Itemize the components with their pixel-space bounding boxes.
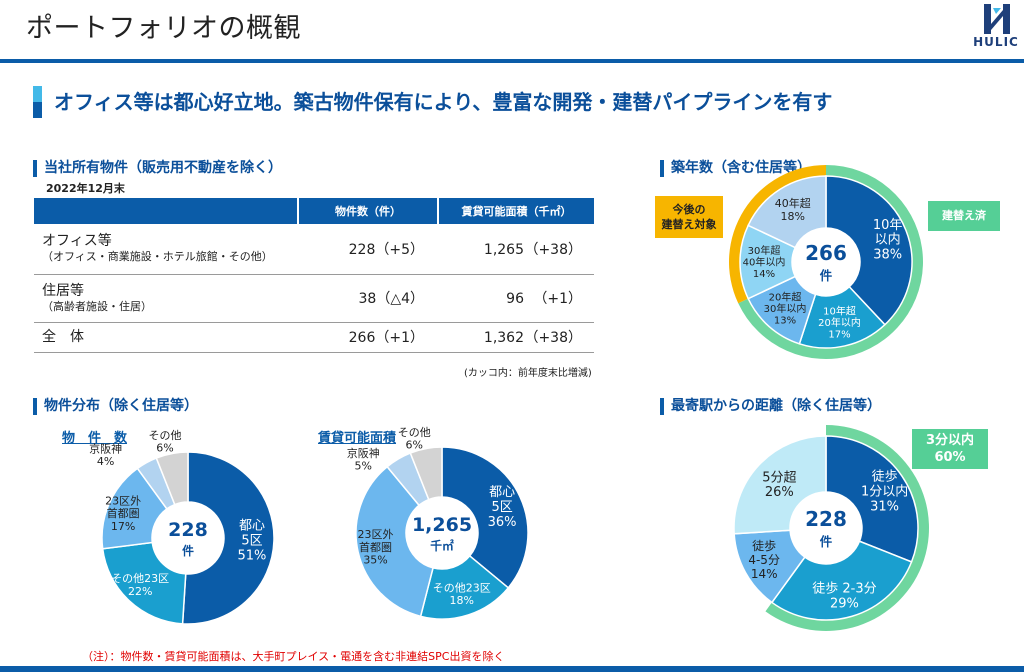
- area-change: （+1）: [533, 291, 582, 307]
- donut-center-unit: 件: [182, 544, 194, 558]
- section-marker: [660, 398, 664, 415]
- count-cell: 228（+5）: [298, 224, 438, 275]
- page-title: ポートフォリオの概観: [26, 13, 301, 44]
- slice-label: 徒歩 2-3分 29%: [812, 581, 876, 611]
- slice-label: 徒歩 4-5分 14%: [748, 538, 780, 581]
- slice-label: 5分超 26%: [762, 470, 796, 500]
- rebuild-target-ring: [729, 165, 826, 304]
- slice-label: 23区外首都圏 35%: [358, 528, 394, 566]
- slice-label: 40年超 18%: [775, 196, 811, 223]
- donut-hole: [152, 502, 224, 574]
- table-section-title: 当社所有物件（販売用不動産を除く）: [44, 160, 282, 176]
- building-age-section-title: 築年数（含む住居等）: [671, 160, 811, 176]
- donut-center-unit: 件: [820, 534, 833, 549]
- count-cell: 266（+1）: [298, 322, 438, 353]
- slice-label: 30年超 40年以内 14%: [743, 244, 786, 280]
- row-label-cell: 住居等 （高齢者施設・住居）: [34, 274, 298, 323]
- slice-label: 10年以内 38%: [873, 218, 903, 263]
- area-cell: 1,362（+38）: [438, 322, 594, 353]
- within-3min-ring: [765, 425, 929, 631]
- section-marker: [33, 160, 37, 177]
- slice-label: その他23区 18%: [433, 581, 491, 607]
- area-change: （+38）: [524, 241, 582, 258]
- slice-label: 徒歩 1分以内 31%: [861, 470, 908, 515]
- portfolio-table: 物件数（件） 賃貸可能面積（千㎡） オフィス等 （オフィス・商業施設・ホテル旅館…: [34, 198, 594, 353]
- footnote: （注）：物件数・賃貸可能面積は、大手町プレイス・電通を含む非連結SPC出資を除く: [82, 650, 505, 663]
- row-label: オフィス等: [42, 233, 112, 250]
- row-label-cell: オフィス等 （オフィス・商業施設・ホテル旅館・その他）: [34, 224, 298, 275]
- distribution-section-title: 物件分布（除く住居等）: [44, 398, 198, 414]
- as-of-date: 2022年12月末: [46, 182, 125, 195]
- slice-label: 20年超 30年以内 13%: [764, 291, 807, 327]
- area-cell: 96 （+1）: [438, 274, 594, 323]
- slice-label: その他 6%: [149, 429, 182, 455]
- donut-center-value: 266: [805, 241, 847, 265]
- table-row: 全 体 266（+1） 1,362（+38）: [34, 322, 594, 353]
- section-marker: [33, 398, 37, 415]
- row-label-cell: 全 体: [34, 322, 298, 353]
- table-header-cell: 物件数（件）: [297, 198, 438, 224]
- area-cell: 1,265（+38）: [438, 224, 594, 275]
- logo-text: HULIC: [973, 35, 1019, 49]
- slice-label: 京阪神 4%: [89, 441, 122, 468]
- table-note: (カッコ内：前年度末比増減): [464, 368, 592, 379]
- title-rule: [0, 59, 1024, 63]
- callout-line: 今後の: [672, 203, 706, 216]
- slice-label: その他 6%: [398, 426, 431, 452]
- callout-line: 60%: [934, 450, 966, 465]
- table-header-row: 物件数（件） 賃貸可能面積（千㎡）: [34, 198, 594, 224]
- donut-center-unit: 件: [820, 268, 833, 283]
- table-row: 住居等 （高齢者施設・住居） 38（△4） 96 （+1）: [34, 274, 594, 323]
- within-3min-callout: 3分以内 60%: [912, 429, 988, 469]
- area-value: 96: [506, 291, 524, 307]
- hulic-logo-icon: [984, 4, 1010, 34]
- callout-line: 建替え対象: [661, 218, 717, 231]
- donut-hole: [406, 497, 478, 569]
- area-chart-title: 賃貸可能面積: [318, 431, 397, 446]
- slice-label: 都心 5区 36%: [488, 485, 517, 530]
- callout-line: 3分以内: [925, 433, 975, 448]
- rebuilt-callout: 建替え済: [928, 201, 1000, 231]
- slice-label: 都心 5区 51%: [238, 518, 267, 563]
- table-header-cell: [34, 198, 298, 224]
- donut-center-unit: 千㎡: [430, 539, 454, 553]
- area-value: 1,265: [483, 241, 524, 258]
- slice-label: 京阪神 5%: [347, 446, 380, 473]
- donut-hole: [792, 228, 860, 296]
- slice-label: 10年超 20年以内 17%: [818, 305, 861, 341]
- slice-label: 23区外首都圏 17%: [105, 495, 141, 533]
- row-sub-label: （オフィス・商業施設・ホテル旅館・その他）: [42, 250, 273, 264]
- donut-center-value: 228: [805, 507, 847, 531]
- area-change: （+38）: [524, 330, 582, 346]
- headline: オフィス等は都心好立地。築古物件保有により、豊富な開発・建替パイプラインを有す: [54, 90, 833, 114]
- row-label: 全 体: [42, 328, 84, 345]
- row-label: 住居等: [42, 282, 84, 299]
- headline-accent-bar: [33, 86, 42, 118]
- area-value: 1,362: [483, 330, 524, 346]
- section-marker: [660, 160, 664, 177]
- rebuild-target-callout: 今後の 建替え対象: [655, 196, 723, 238]
- donut-center-value: 1,265: [412, 514, 472, 536]
- donut-hole: [790, 492, 862, 564]
- table-header-cell: 賃貸可能面積（千㎡）: [437, 198, 594, 224]
- station-section-title: 最寄駅からの距離（除く住居等）: [671, 398, 881, 414]
- bottom-rule: [0, 666, 1024, 672]
- table-row: オフィス等 （オフィス・商業施設・ホテル旅館・その他） 228（+5） 1,26…: [34, 224, 594, 275]
- count-chart-title: 物 件 数: [62, 431, 128, 446]
- logo: HULIC: [968, 4, 1024, 54]
- donut-center-value: 228: [168, 519, 208, 541]
- row-sub-label: （高齢者施設・住居）: [42, 299, 152, 313]
- count-cell: 38（△4）: [298, 274, 438, 323]
- slice-label: その他23区 22%: [111, 572, 169, 598]
